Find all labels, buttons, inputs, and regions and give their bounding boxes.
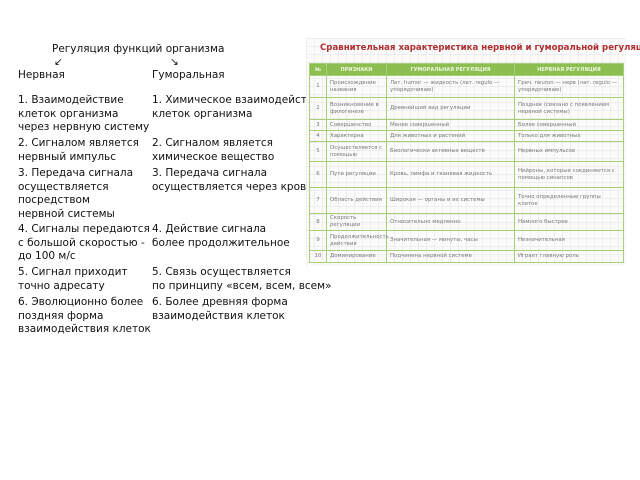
row-humoral: Древнейший вид регуляции <box>386 97 515 120</box>
humoral-item: 5. Связь осуществляется по принципу «все… <box>152 266 332 292</box>
table-title: Сравнительная характеристика нервной и г… <box>320 43 640 53</box>
table-row: 10 Доминирование Подчинена нервной системе… <box>309 250 624 263</box>
row-number: 9 <box>309 230 327 251</box>
row-number: 3 <box>309 119 327 131</box>
row-humoral: Подчинена нервной системе <box>386 250 515 263</box>
nervous-item: 1. Взаимодействие клеток организма через… <box>18 94 150 133</box>
arrow-down-right-icon: ↘ <box>170 56 179 68</box>
table-row: 2 Возникновение в филогенезе Древнейший ви… <box>309 97 624 120</box>
row-feature: Совершенство <box>326 119 387 131</box>
row-number: 7 <box>309 187 327 214</box>
row-nervous: Более совершенный <box>514 119 624 131</box>
nervous-heading: Нервная <box>18 69 65 81</box>
row-number: 2 <box>309 97 327 120</box>
header-humoral: Гуморальная регуляция <box>386 63 515 76</box>
row-nervous: Позднее (связано с появлением нервной си… <box>514 97 624 120</box>
header-number: № <box>309 63 327 76</box>
row-number: 6 <box>309 161 327 188</box>
row-feature: Возникновение в филогенезе <box>326 97 387 120</box>
header-nervous: Нервная регуляция <box>514 63 624 76</box>
humoral-heading: Гуморальная <box>152 69 225 81</box>
row-humoral: Кровь, лимфа и тканевая жидкость <box>386 161 515 188</box>
humoral-item: 2. Сигналом является химическое вещество <box>152 137 275 163</box>
table-row: 3 Совершенство Менее совершенный Более сове… <box>309 119 624 131</box>
slide-title: Регуляция функций организма <box>52 43 225 55</box>
row-feature: Пути регуляции <box>326 161 387 188</box>
humoral-item: 4. Действие сигнала более продолжительно… <box>152 223 290 249</box>
nervous-item: 3. Передача сигнала осуществляется посре… <box>18 167 134 220</box>
nervous-item: 6. Эволюционно более поздняя форма взаим… <box>18 296 151 335</box>
row-feature: Скорость регуляции <box>326 213 387 231</box>
row-nervous: Незначительная <box>514 230 624 251</box>
row-number: 4 <box>309 130 327 142</box>
table-row: 9 Продолжительность действия Значительная … <box>309 230 624 251</box>
row-number: 10 <box>309 250 327 263</box>
row-nervous: Точно определенные группы клеток <box>514 187 624 214</box>
header-feature: Признаки <box>326 63 387 76</box>
row-nervous: Нейроны, которые соединяются с помощью с… <box>514 161 624 188</box>
row-humoral: Широкая — органы и их системы <box>386 187 515 214</box>
row-feature: Доминирование <box>326 250 387 263</box>
row-humoral: Значительная — минуты, часы <box>386 230 515 251</box>
row-number: 5 <box>309 141 327 162</box>
humoral-item: 3. Передача сигнала осуществляется через… <box>152 167 313 193</box>
arrow-down-left-icon: ↙ <box>54 56 63 68</box>
row-number: 8 <box>309 213 327 231</box>
humoral-item: 6. Более древняя форма взаимодействия кл… <box>152 296 288 322</box>
comparison-table: № Признаки Гуморальная регуляция Нервная… <box>309 63 624 263</box>
row-number: 1 <box>309 75 327 98</box>
row-nervous: Греч. neuron — нерв (лат. regulo — упоря… <box>514 75 624 98</box>
nervous-item: 5. Сигнал приходит точно адресату <box>18 266 128 292</box>
row-nervous: Только для животных <box>514 130 624 142</box>
table-header-row: № Признаки Гуморальная регуляция Нервная… <box>309 63 624 76</box>
row-humoral: Лат. humor — жидкость (лат. regulo — упо… <box>386 75 515 98</box>
row-nervous: Нервных импульсов <box>514 141 624 162</box>
row-humoral: Биологически активных веществ <box>386 141 515 162</box>
table-row: 4 Характерна Для животных и растений Только… <box>309 130 624 142</box>
nervous-item: 4. Сигналы передаются с большой скорость… <box>18 223 150 262</box>
row-feature: Продолжительность действия <box>326 230 389 251</box>
humoral-item: 1. Химическое взаимодействие клеток орга… <box>152 94 327 120</box>
row-humoral: Относительно медленно <box>386 213 515 231</box>
row-feature: Характерна <box>326 130 387 142</box>
row-nervous: Играет главную роль <box>514 250 624 263</box>
table-row: 7 Область действия Широкая — органы и их с… <box>309 187 624 214</box>
row-feature: Область действия <box>326 187 387 214</box>
table-row: 6 Пути регуляции Кровь, лимфа и тканевая ж… <box>309 161 624 188</box>
row-humoral: Менее совершенный <box>386 119 515 131</box>
table-row: 8 Скорость регуляции Относительно медленно… <box>309 213 624 231</box>
row-feature: Происхождение названия <box>326 75 387 98</box>
row-nervous: Намного быстрее <box>514 213 624 231</box>
comparison-table-image: Сравнительная характеристика нервной и г… <box>306 38 640 266</box>
nervous-item: 2. Сигналом является нервный импульс <box>18 137 139 163</box>
row-humoral: Для животных и растений <box>386 130 515 142</box>
row-feature: Осуществляется с помощью <box>326 141 387 162</box>
table-row: 5 Осуществляется с помощью Биологически ак… <box>309 141 624 162</box>
table-row: 1 Происхождение названия Лат. humor — жидк… <box>309 75 624 98</box>
